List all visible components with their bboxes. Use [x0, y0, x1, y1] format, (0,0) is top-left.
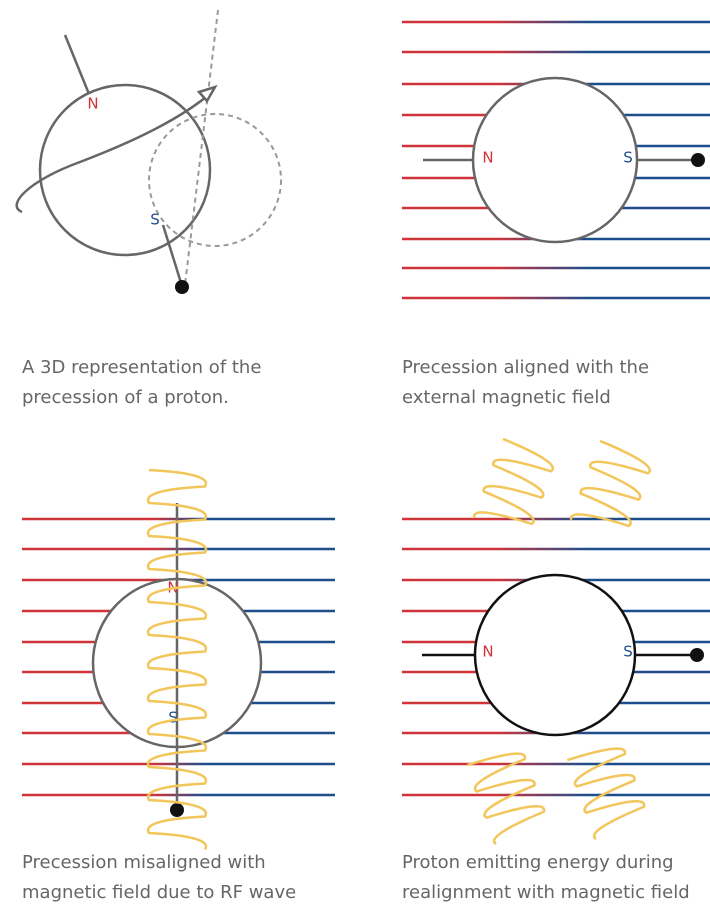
arrowhead	[196, 84, 218, 104]
emitted-wave	[472, 437, 554, 526]
proton	[38, 83, 212, 257]
caption: external magnetic field	[402, 387, 611, 408]
north-label: N	[482, 643, 493, 661]
precession-axis	[184, 9, 219, 286]
emitted-wave	[569, 439, 651, 528]
rf-wave	[146, 468, 208, 851]
caption: Precession misaligned with	[22, 852, 266, 873]
panel-3d: N S	[15, 9, 282, 294]
caption: Proton emitting energy during	[402, 852, 674, 873]
caption: realignment with magnetic field	[402, 882, 690, 903]
orbit	[15, 91, 213, 214]
axis	[63, 34, 91, 95]
north-label: N	[482, 149, 493, 167]
precession-path	[148, 113, 282, 247]
emitted-waves	[466, 437, 651, 846]
axis-dot	[691, 153, 705, 167]
axis-dot	[690, 648, 704, 662]
panel-aligned: N S	[423, 76, 705, 244]
emitted-wave	[566, 747, 646, 841]
proton	[471, 76, 639, 244]
caption: A 3D representation of the	[22, 357, 261, 378]
proton	[473, 573, 637, 737]
south-label: S	[150, 211, 160, 229]
south-label: S	[623, 149, 633, 167]
axis	[161, 224, 184, 287]
south-label: S	[623, 643, 633, 661]
caption: precession of a proton.	[22, 387, 229, 408]
north-label: N	[87, 95, 98, 113]
south-label: S	[168, 709, 178, 727]
axis-dot	[170, 803, 184, 817]
axis-dot	[175, 280, 189, 294]
caption: Precession aligned with the	[402, 357, 649, 378]
caption: magnetic field due to RF wave	[22, 882, 296, 903]
panel-emitting: N S	[422, 573, 704, 737]
emitted-wave	[466, 752, 546, 846]
